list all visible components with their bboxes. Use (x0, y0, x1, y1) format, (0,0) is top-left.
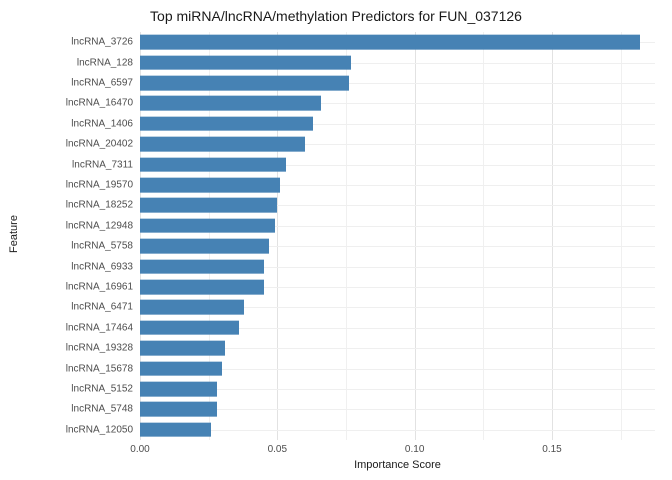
y-tick-label: lncRNA_17464 (65, 322, 133, 334)
gridline-minor (620, 32, 622, 440)
gridline-minor (346, 32, 347, 440)
y-tick-label: lncRNA_16470 (65, 97, 133, 109)
y-axis-tick-labels: lncRNA_3726 lncRNA_128 lncRNA_6597 lncRNA_1… (0, 32, 133, 440)
y-tick-label: lncRNA_6597 (71, 77, 133, 89)
gridline-horizontal (140, 205, 655, 207)
bar (140, 75, 349, 91)
y-tick-label: lncRNA_19570 (65, 179, 133, 191)
bar (140, 157, 286, 172)
bar (140, 96, 322, 111)
bar (140, 422, 212, 438)
bar (140, 279, 264, 295)
y-tick-label: lncRNA_19328 (65, 342, 133, 354)
gridline-major (414, 32, 416, 440)
bar (140, 198, 278, 213)
y-tick-label: lncRNA_7311 (72, 159, 133, 171)
bar (140, 402, 217, 417)
y-tick-label: lncRNA_6933 (71, 261, 133, 273)
gridline-horizontal (140, 266, 655, 268)
y-tick-label: lncRNA_5748 (71, 403, 133, 415)
y-tick-label: lncRNA_15678 (65, 363, 133, 375)
bar (140, 34, 640, 50)
y-tick-label: lncRNA_5758 (71, 240, 133, 252)
gridline-horizontal (140, 144, 655, 146)
gridline-horizontal (140, 368, 655, 370)
x-axis-tick-labels: 0.00 0.05 0.10 0.15 (130, 444, 655, 457)
bar (140, 340, 226, 356)
y-tick-label: lncRNA_20402 (65, 138, 133, 150)
gridline-minor (483, 32, 485, 440)
gridline-horizontal (140, 103, 655, 105)
y-tick-label: lncRNA_12050 (65, 424, 133, 436)
y-tick-label: lncRNA_16961 (65, 281, 133, 293)
x-tick-label: 0.05 (267, 444, 288, 455)
gridline-major (277, 32, 279, 440)
y-tick-label: lncRNA_128 (76, 57, 133, 69)
gridline-horizontal (140, 225, 655, 227)
bar (140, 238, 270, 254)
plot-area (140, 32, 655, 440)
chart-title: Top miRNA/lncRNA/methylation Predictors … (150, 8, 522, 24)
gridline-horizontal (140, 307, 655, 309)
gridline-horizontal (140, 123, 655, 125)
y-tick-label: lncRNA_3726 (71, 36, 133, 48)
x-tick-label: 0.00 (130, 444, 150, 455)
bar (140, 361, 223, 376)
gridline-minor (208, 32, 210, 440)
y-tick-label: lncRNA_18252 (65, 199, 133, 211)
gridline-horizontal (140, 348, 655, 350)
y-tick-label: lncRNA_1406 (71, 118, 133, 130)
bar (140, 381, 217, 397)
bar (140, 116, 314, 132)
x-tick-label: 0.10 (404, 444, 425, 455)
y-tick-label: lncRNA_12948 (65, 220, 133, 232)
bar (140, 177, 281, 193)
gridline-horizontal (140, 246, 655, 248)
bar (140, 55, 352, 70)
y-tick-label: lncRNA_6471 (71, 301, 133, 313)
gridline-horizontal (140, 409, 655, 411)
bar (140, 218, 275, 234)
gridline-horizontal (140, 327, 655, 329)
gridline-horizontal (140, 389, 655, 390)
y-tick-label: lncRNA_5152 (71, 383, 133, 395)
gridline-horizontal (140, 62, 655, 64)
bar (140, 259, 264, 274)
gridline-horizontal (140, 185, 655, 186)
x-tick-label: 0.15 (542, 444, 562, 455)
x-axis-label: Importance Score (354, 459, 441, 471)
bar (140, 320, 239, 336)
gridline-horizontal (140, 429, 655, 431)
gridline-horizontal (140, 287, 655, 288)
gridline-major (140, 32, 141, 440)
gridline-horizontal (140, 164, 655, 166)
bar (140, 300, 245, 315)
bar (140, 136, 305, 152)
gridline-major (552, 32, 553, 440)
gridline-horizontal (140, 83, 655, 84)
